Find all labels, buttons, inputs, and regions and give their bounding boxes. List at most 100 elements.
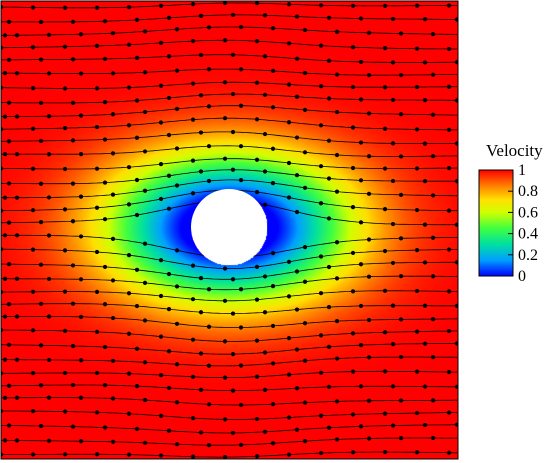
streamline-marker [414, 3, 420, 8]
streamline-marker [318, 84, 324, 89]
streamline [1, 437, 457, 446]
streamline-marker [158, 413, 164, 418]
streamline-marker [318, 3, 324, 8]
streamline [1, 261, 457, 280]
streamline [1, 117, 457, 131]
streamline-marker [206, 363, 212, 368]
streamline-marker [46, 195, 52, 200]
streamline-marker [30, 371, 36, 376]
streamline-marker [382, 449, 388, 455]
streamline-marker [126, 42, 132, 47]
streamline-marker [286, 372, 292, 377]
streamline-marker [102, 425, 108, 430]
streamline-marker [398, 112, 404, 117]
streamline-marker [166, 132, 172, 138]
streamline-marker [358, 178, 364, 183]
streamline-marker [70, 138, 76, 143]
streamline [1, 410, 458, 420]
streamline-marker [2, 438, 8, 443]
streamline-marker [102, 383, 108, 388]
streamline-marker [270, 181, 276, 186]
streamline-marker [78, 439, 84, 444]
streamline-marker [190, 415, 196, 421]
streamline-marker [158, 334, 164, 339]
colorbar-tick-label: 1 [518, 162, 526, 179]
streamline-marker [174, 362, 180, 367]
streamline-marker [94, 289, 100, 294]
streamline-marker [158, 3, 164, 8]
streamline-marker [166, 15, 172, 20]
streamline-marker [38, 181, 44, 186]
streamline-marker [398, 435, 404, 441]
streamline-marker [270, 323, 276, 329]
streamline-marker [446, 369, 452, 375]
streamline-marker [14, 395, 20, 400]
streamline-marker [270, 146, 276, 151]
streamline-marker [414, 410, 420, 416]
streamline-marker [190, 337, 196, 342]
streamline [1, 68, 457, 76]
streamline-marker [318, 413, 324, 418]
streamline-marker [454, 17, 458, 22]
streamline-marker [414, 207, 420, 213]
streamline-marker [334, 240, 340, 245]
streamline-marker [190, 454, 196, 459]
colorbar: Velocity 1 0.8 0.6 0.4 0.2 0 [478, 141, 543, 285]
streamline-marker [334, 276, 340, 281]
streamline-marker [230, 52, 236, 57]
streamline-marker [382, 126, 388, 131]
streamline-marker [126, 452, 132, 457]
streamline-marker [422, 222, 428, 227]
streamline-marker [6, 262, 12, 267]
streamline-marker [1, 127, 4, 132]
streamline-marker [198, 93, 204, 98]
streamline-marker [166, 385, 172, 391]
streamline-marker [158, 120, 164, 125]
streamline-marker [38, 100, 44, 106]
streamline-marker [366, 30, 372, 35]
streamline-marker [222, 156, 228, 161]
streamline-marker [1, 327, 4, 333]
streamline-marker [1, 45, 4, 50]
streamline-marker [270, 361, 276, 366]
streamline-marker [326, 96, 332, 101]
streamline-marker [238, 325, 244, 330]
colorbar-tick-label: 0.6 [518, 204, 538, 221]
streamline-marker [62, 5, 68, 10]
colorbar-tick-label: 0.8 [518, 183, 538, 200]
streamline-marker [102, 100, 108, 105]
streamline-marker [238, 363, 244, 368]
streamline-marker [6, 100, 12, 105]
streamline-marker [126, 411, 132, 416]
streamline-marker [62, 248, 68, 253]
streamline-marker [454, 422, 458, 427]
streamline-marker [1, 289, 4, 295]
streamline-marker [422, 341, 428, 346]
streamline-marker [358, 343, 364, 348]
streamline-marker [70, 181, 76, 186]
streamline-marker [358, 16, 364, 21]
streamline-marker [326, 264, 332, 270]
streamline-marker [430, 274, 436, 279]
streamline-marker [2, 395, 8, 400]
streamline-marker [198, 169, 204, 174]
streamline-marker [414, 329, 420, 334]
streamline-marker [430, 235, 436, 240]
streamline-marker [126, 165, 132, 170]
streamline-marker [254, 297, 260, 302]
streamline-marker [398, 317, 404, 322]
streamline-marker [166, 271, 172, 277]
streamline-marker [46, 395, 52, 400]
streamline-marker [382, 166, 388, 171]
streamline-marker [174, 442, 180, 447]
streamline-marker [254, 338, 260, 343]
streamline-marker [142, 280, 148, 285]
streamline-marker [222, 339, 228, 344]
streamline-marker [270, 441, 276, 446]
streamline-marker [254, 1, 260, 6]
colorbar-tick-label: 0 [518, 268, 526, 285]
streamline-marker [14, 314, 20, 319]
streamline-marker [102, 19, 108, 24]
streamline-marker [174, 248, 180, 253]
streamline-marker [422, 17, 428, 22]
